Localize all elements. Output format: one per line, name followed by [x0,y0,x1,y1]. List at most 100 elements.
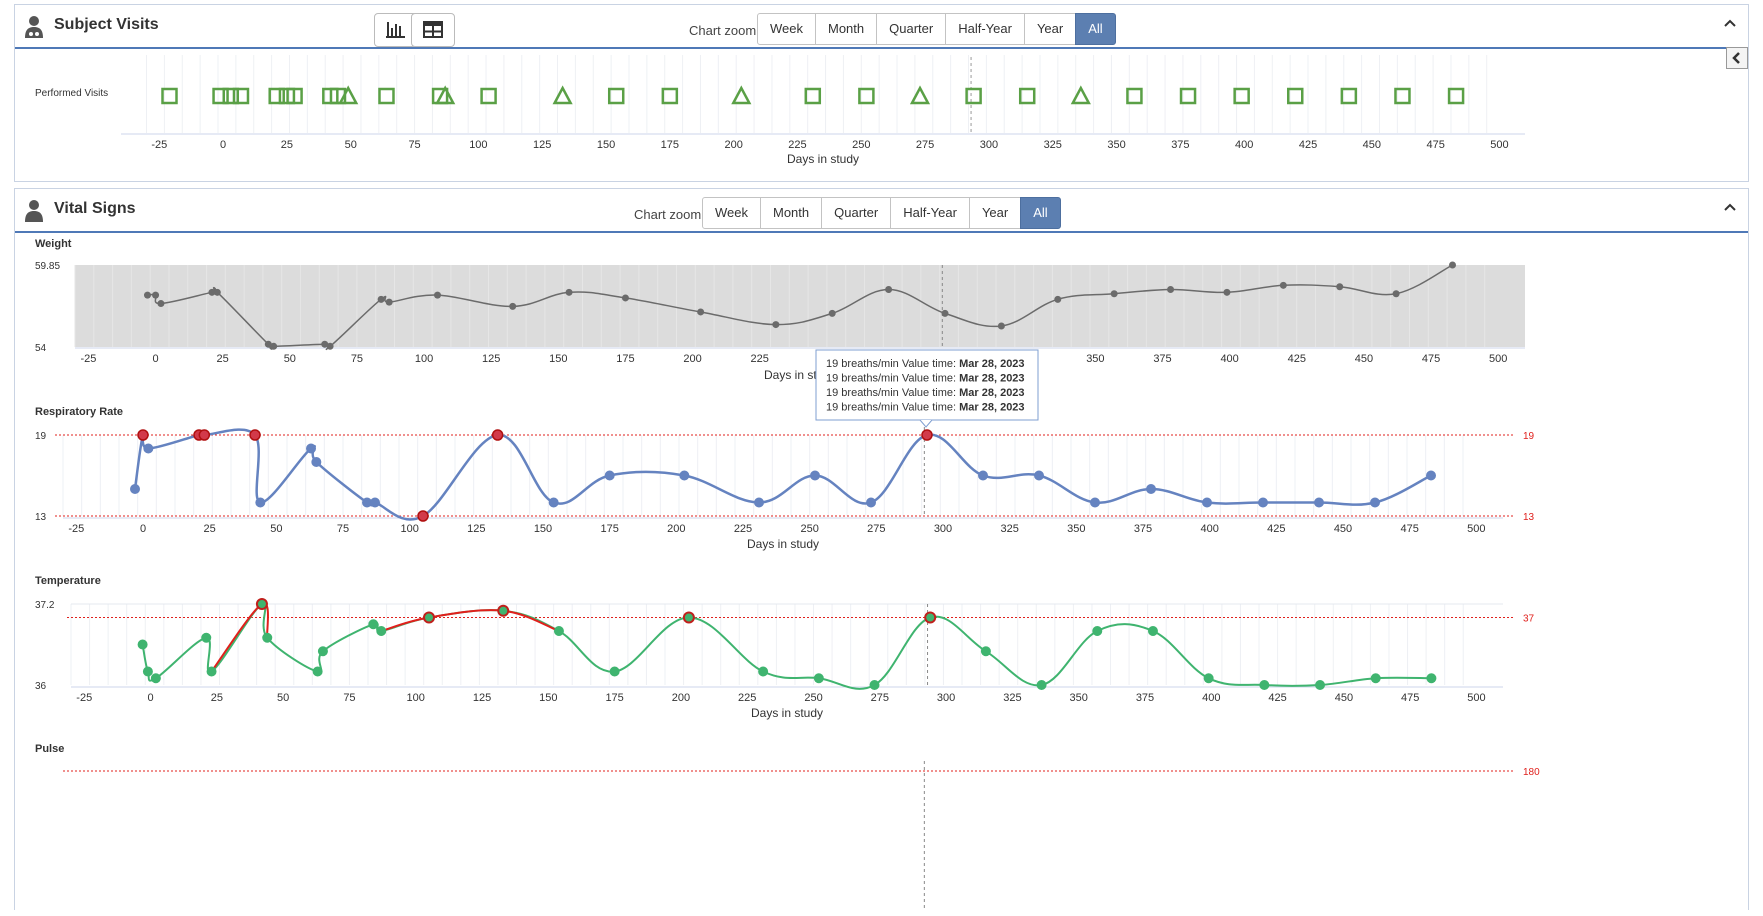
visit-square-marker [858,87,875,105]
temperature-point [1315,680,1326,690]
temperature-x-tick-label: 50 [277,692,289,704]
bar-chart-icon [386,22,405,38]
weight-point [565,288,573,296]
visits-zoom-all[interactable]: All [1075,13,1116,45]
vital-signs-title: Vital Signs [54,200,136,217]
weight-point [772,321,780,329]
temperature-point [376,626,387,636]
visit-square-marker [1287,87,1304,105]
respiratory-alert-point [198,429,211,441]
respiratory-x-tick-label: 300 [934,523,952,535]
temperature-point [137,639,148,650]
vitals-zoom-all[interactable]: All [1020,197,1061,229]
temperature-point [1203,673,1214,684]
vital-signs-panel: Vital Signs Chart zoom: Week Month Quart… [14,188,1749,911]
visits-x-tick-label: 225 [788,139,806,151]
respiratory-y-tick-label: 13 [35,512,47,523]
weight-x-tick-label: 350 [1086,353,1104,365]
weight-chart: Weight 59.85 54 -25 0 25 50 75 100 125 150 175 200 22… [35,238,1525,382]
visit-triangle-marker [552,85,573,105]
weight-point [144,291,151,299]
respiratory-series-line [133,428,1432,521]
weight-point [1279,281,1287,289]
collapse-visits-chevron-up-icon[interactable] [1722,15,1738,31]
temperature-alert-point [497,604,510,617]
visits-x-tick-label: 250 [852,139,870,151]
weight-x-tick-label: 150 [549,353,567,365]
tooltip-label: Value time: [902,387,959,399]
vitals-zoom-week[interactable]: Week [702,197,761,229]
tooltip-time: Mar 28, 2023 [959,358,1024,370]
weight-plot-background [75,265,1525,347]
respiratory-x-tick-label: 250 [800,523,818,535]
visits-zoom-half-year[interactable]: Half-Year [945,13,1025,45]
vitals-zoom-month[interactable]: Month [760,197,823,229]
respiratory-x-tick-label: 400 [1200,523,1218,535]
respiratory-point [604,470,615,481]
respiratory-alert-point [921,429,933,441]
temperature-x-tick-label: 375 [1136,692,1154,704]
side-scroll-left-button[interactable] [1726,47,1748,69]
visit-square-marker [1179,87,1197,105]
tooltip-label: Value time: [902,373,959,385]
vitals-zoom-half-year[interactable]: Half-Year [890,197,970,229]
respiratory-x-tick-label: 175 [600,523,618,535]
respiratory-point [1258,497,1268,508]
respiratory-point [1314,497,1324,508]
visits-x-tick-label: 125 [533,139,551,151]
respiratory-point [255,497,266,508]
weight-point [208,288,216,296]
temperature-x-tick-label: 200 [672,692,690,704]
temperature-x-tick-label: 125 [473,692,491,704]
weight-point [509,302,517,310]
visits-zoom-quarter[interactable]: Quarter [876,13,947,45]
temperature-x-tick-label: 225 [738,692,756,704]
respiratory-point [754,497,764,508]
temperature-x-tick-label: 450 [1335,692,1353,704]
chart-view-button[interactable] [374,13,418,47]
temperature-alert-point [423,611,435,624]
weight-x-tick-label: 100 [415,353,433,365]
weight-x-tick-label: 400 [1220,353,1238,365]
visits-zoom-group: Week Month Quarter Half-Year Year All [757,13,1116,45]
weight-point [697,308,705,316]
visit-square-marker [1233,87,1250,105]
respiratory-x-tick-label: 125 [467,523,485,535]
table-icon [423,21,443,38]
temperature-point [142,666,153,677]
temperature-x-tick-label: 150 [539,692,557,704]
temperature-x-tick-label: 100 [407,692,425,704]
tooltip-value: 19 breaths/min [826,373,902,385]
tooltip-pointer [919,419,933,428]
visits-row-label: Performed Visits [35,88,108,99]
visits-zoom-month[interactable]: Month [815,13,878,45]
vitals-zoom-year[interactable]: Year [968,197,1022,229]
visits-x-tick-label: 450 [1363,139,1381,151]
temperature-point [312,666,323,677]
respiratory-point [679,470,690,481]
temperature-chart-title: Temperature [35,575,101,587]
visits-zoom-week[interactable]: Week [757,13,816,45]
respiratory-chart-title: Respiratory Rate [35,406,123,418]
vitals-zoom-quarter[interactable]: Quarter [821,197,892,229]
respiratory-alert-point [249,429,261,441]
respiratory-x-tick-label: 225 [734,523,752,535]
visits-zoom-year[interactable]: Year [1023,13,1077,45]
table-view-button[interactable] [411,13,455,47]
pulse-chart-title: Pulse [35,743,64,755]
collapse-vitals-chevron-up-icon[interactable] [1722,199,1738,215]
tooltip-value: 19 breaths/min [826,387,902,399]
visit-square-marker [1394,87,1411,105]
temperature-point [368,619,379,630]
weight-point [1336,283,1344,291]
temperature-x-tick-label: 75 [343,692,355,704]
respiratory-point [1090,497,1100,508]
weight-x-tick-label: 125 [482,353,500,365]
respiratory-x-tick-label: 350 [1067,523,1085,535]
weight-point [621,294,629,302]
weight-x-tick-label: 225 [751,353,769,365]
weight-point [321,340,329,348]
user-icon [25,200,43,222]
visit-triangle-marker [338,85,359,105]
respiratory-alert-point [417,510,429,522]
